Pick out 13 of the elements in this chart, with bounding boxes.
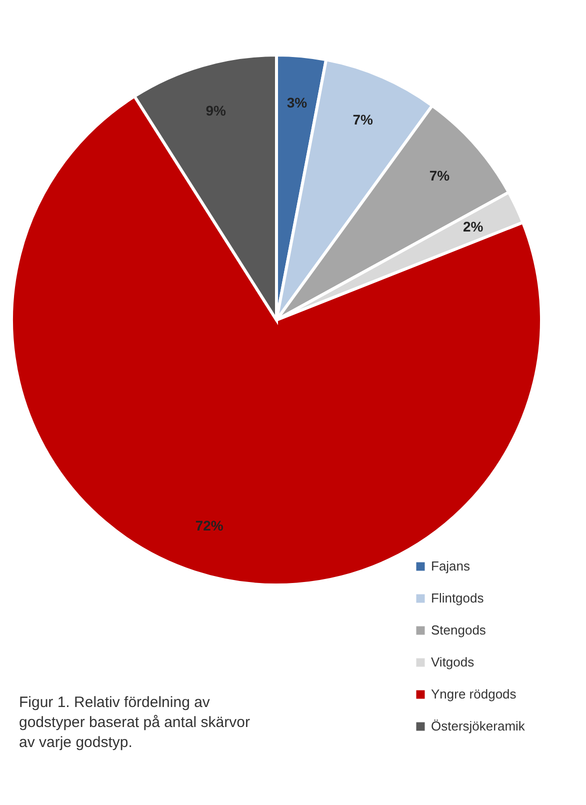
legend-label: Stengods — [431, 622, 486, 638]
data-label: 2% — [463, 218, 484, 234]
data-label: 7% — [352, 112, 374, 128]
data-label: 72% — [195, 518, 224, 534]
text: Figur 1. Relativ fördelning av godstyper baserat på antal skärvor av varje godstyp. — [19, 694, 250, 751]
legend-label: Flintgods — [431, 590, 484, 606]
legend-label: Yngre rödgods — [431, 686, 517, 702]
data-label: 9% — [206, 102, 227, 118]
legend-label: Vitgods — [431, 654, 475, 670]
legend-label: Östersjökeramik — [431, 718, 526, 734]
legend-label: Fajans — [431, 558, 471, 574]
data-label: 3% — [286, 94, 308, 111]
data-label: 7% — [429, 167, 450, 184]
